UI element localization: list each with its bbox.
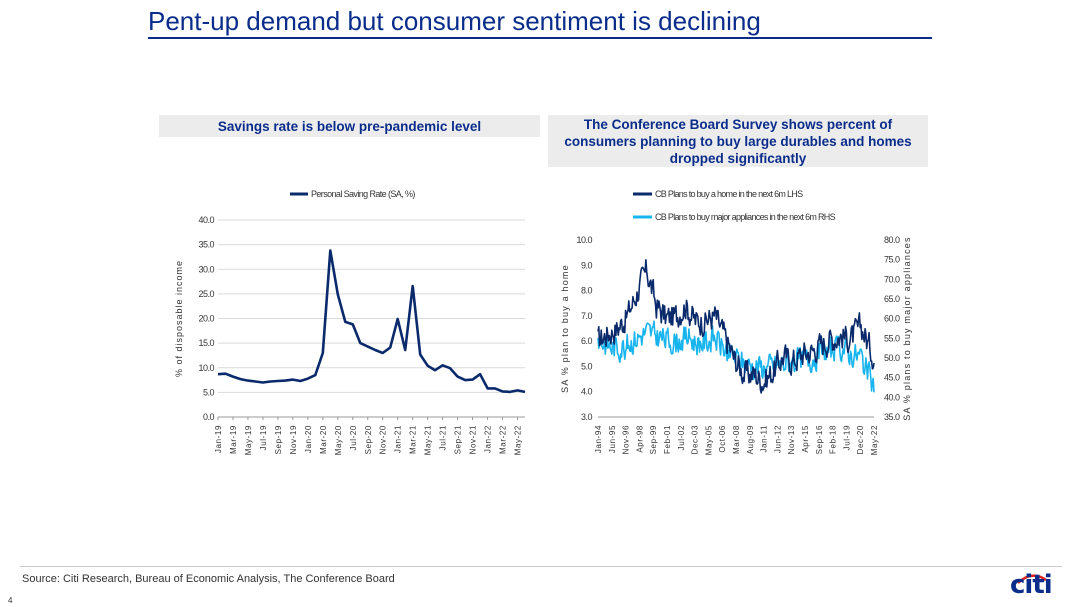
footer-divider (20, 566, 1062, 567)
page-number: 4 (8, 596, 13, 605)
x-tick-label: Feb-18 (829, 425, 838, 454)
x-tick-label: Nov-20 (379, 425, 388, 454)
y2-axis-label: SA % plans to buy major appliances (902, 236, 912, 420)
y-tick-label: 35.0 (198, 240, 214, 250)
x-tick-label: Nov-21 (469, 425, 478, 454)
left-chart-header: Savings rate is below pre-pandemic level (159, 115, 540, 137)
x-tick-label: Dec-03 (691, 425, 700, 454)
x-tick-label: Mar-22 (499, 425, 508, 454)
x-tick-label: Apr-98 (635, 425, 644, 453)
x-tick-label: Jul-19 (259, 425, 268, 450)
conference-board-chart: 3.0 4.0 5.0 6.0 7.0 8.0 9.0 10.0 35.0 40.0 45.0 50.… (560, 189, 912, 455)
x-tick-label: Mar-20 (319, 425, 328, 454)
x-tick-label: Oct-06 (718, 425, 727, 453)
x-tick-label: Mar-08 (732, 425, 741, 454)
y-tick-label: 9.0 (581, 260, 593, 270)
y2-tick-label: 40.0 (884, 392, 900, 402)
series-line-home (597, 259, 875, 394)
source-note: Source: Citi Research, Bureau of Economi… (22, 573, 395, 585)
page-title: Pent-up demand but consumer sentiment is… (148, 6, 932, 39)
savings-rate-chart: 0.0 5.0 10.0 15.0 20.0 25.0 30.0 35.0 40.0 Jan-19… (174, 189, 526, 455)
citi-arc-icon (1017, 574, 1047, 584)
legend-label: CB Plans to buy major appliances in the … (655, 212, 836, 222)
y-tick-label: 3.0 (581, 412, 593, 422)
x-tick-label: Nov-13 (787, 425, 796, 454)
y-tick-label: 0.0 (203, 412, 215, 422)
right-chart-header: The Conference Board Survey shows percen… (548, 115, 928, 167)
series-line-saving-rate (217, 249, 526, 394)
y-tick-label: 30.0 (198, 264, 214, 274)
y-tick-label: 10.0 (576, 235, 592, 245)
x-tick-label: Sep-20 (364, 425, 373, 454)
x-tick-label: Jul-21 (439, 425, 448, 450)
legend-label: CB Plans to buy a home in the next 6m LH… (655, 189, 803, 199)
y2-tick-label: 75.0 (884, 255, 900, 265)
x-tick-label: Mar-19 (229, 425, 238, 454)
legend-label: Personal Saving Rate (SA, %) (311, 189, 415, 199)
x-tick-label: Sep-99 (649, 425, 658, 454)
x-tick-label: Jan-20 (304, 425, 313, 453)
y-tick-label: 5.0 (203, 387, 215, 397)
x-tick-label: Jan-21 (394, 425, 403, 453)
y2-tick-label: 60.0 (884, 314, 900, 324)
x-tick-label: Aug-09 (746, 425, 755, 454)
y2-tick-label: 55.0 (884, 333, 900, 343)
y2-tick-label: 35.0 (884, 412, 900, 422)
y-axis-label: % of disposable income (174, 260, 184, 377)
y-tick-label: 10.0 (198, 363, 214, 373)
x-tick-label: Mar-21 (409, 425, 418, 454)
x-tick-label: Nov-19 (289, 425, 298, 454)
x-tick-label: Dec-20 (856, 425, 865, 454)
y-tick-label: 4.0 (581, 387, 593, 397)
y-tick-label: 15.0 (198, 338, 214, 348)
x-tick-label: Sep-16 (815, 425, 824, 454)
y2-tick-label: 80.0 (884, 235, 900, 245)
y-axis-label: SA % plan to buy a home (560, 264, 570, 393)
y-tick-label: 5.0 (581, 361, 593, 371)
x-tick-label: Jul-02 (677, 425, 686, 450)
x-tick-label: May-05 (704, 425, 713, 455)
x-tick-label: Nov-96 (622, 425, 631, 454)
x-tick-label: May-20 (334, 425, 343, 455)
x-tick-label: Jun-12 (773, 425, 782, 453)
x-tick-label: May-22 (514, 425, 523, 455)
y-tick-label: 6.0 (581, 336, 593, 346)
x-tick-label: Jul-20 (349, 425, 358, 450)
x-tick-label: May-22 (870, 425, 879, 455)
x-tick-label: May-21 (424, 425, 433, 455)
x-tick-label: Jan-19 (214, 425, 223, 453)
y2-tick-label: 50.0 (884, 353, 900, 363)
y-tick-label: 25.0 (198, 289, 214, 299)
x-tick-label: May-19 (244, 425, 253, 455)
x-tick-label: Jan-94 (594, 425, 603, 453)
x-tick-label: Jan-11 (760, 425, 769, 452)
x-tick-label: Jan-22 (484, 425, 493, 453)
y-tick-label: 40.0 (198, 215, 214, 225)
y2-tick-label: 70.0 (884, 274, 900, 284)
x-tick-label: Apr-15 (801, 425, 810, 453)
y2-tick-label: 65.0 (884, 294, 900, 304)
x-tick-label: Jul-19 (842, 425, 851, 450)
x-tick-label: Sep-21 (454, 425, 463, 454)
x-tick-label: Sep-19 (274, 425, 283, 454)
x-tick-label: Jun-95 (608, 425, 617, 453)
y-tick-label: 8.0 (581, 286, 593, 296)
y2-tick-label: 45.0 (884, 373, 900, 383)
y-tick-label: 20.0 (198, 314, 214, 324)
x-tick-label: Feb-01 (663, 425, 672, 454)
y-tick-label: 7.0 (581, 311, 593, 321)
citi-logo: citi (1010, 570, 1053, 600)
